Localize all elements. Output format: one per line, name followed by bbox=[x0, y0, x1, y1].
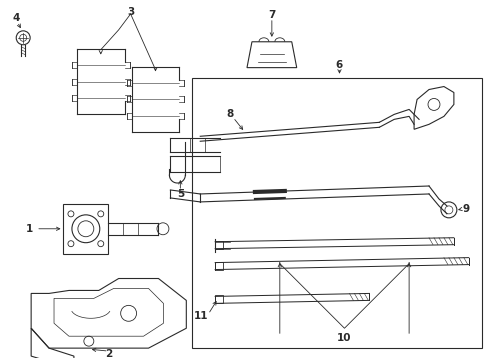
Text: 9: 9 bbox=[461, 204, 468, 214]
Bar bbox=[215, 296, 223, 303]
Text: 2: 2 bbox=[105, 349, 112, 359]
Bar bbox=[215, 241, 223, 249]
Text: 3: 3 bbox=[127, 7, 134, 17]
Text: 1: 1 bbox=[25, 224, 33, 234]
Text: 4: 4 bbox=[13, 13, 20, 23]
Text: 7: 7 bbox=[267, 10, 275, 20]
Text: 11: 11 bbox=[193, 311, 208, 321]
Bar bbox=[63, 204, 108, 254]
Text: 10: 10 bbox=[337, 333, 351, 343]
Bar bbox=[192, 78, 481, 348]
Text: 6: 6 bbox=[335, 60, 343, 69]
Text: 5: 5 bbox=[176, 189, 183, 199]
Text: 8: 8 bbox=[226, 109, 233, 120]
Bar bbox=[215, 262, 223, 270]
